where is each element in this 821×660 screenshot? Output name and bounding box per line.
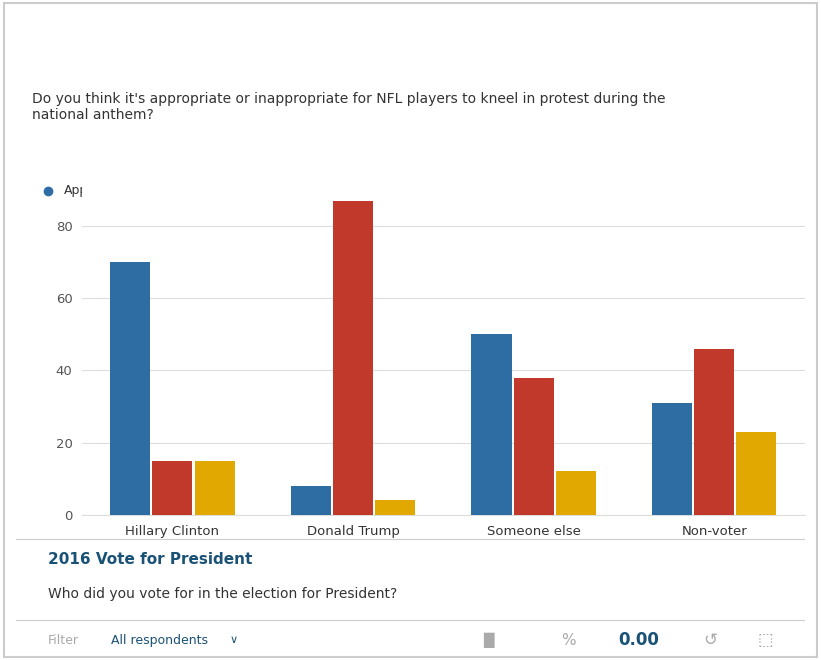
Text: By: By [759,20,784,39]
Text: Who did you vote for in the election for President?: Who did you vote for in the election for… [48,587,397,601]
Text: N=999: N=999 [737,238,781,250]
Bar [695,348,734,515]
Text: Not sure: Not sure [300,184,353,197]
Bar [333,201,373,515]
Bar [195,461,235,515]
Text: ∨: ∨ [704,20,716,39]
Text: ∨: ∨ [229,635,237,645]
Text: Filter: Filter [48,634,79,647]
Bar [291,486,331,515]
Text: Appropriate: Appropriate [64,184,137,197]
Bar [556,471,596,515]
Bar [471,334,511,515]
Text: ↺: ↺ [703,631,717,649]
Text: %: % [561,633,576,647]
Text: Do you think it's appropriate or inappropriate for NFL players to kneel in prote: Do you think it's appropriate or inappro… [32,92,666,122]
Bar [153,461,192,515]
Text: Inappropriate: Inappropriate [174,184,259,197]
Text: ▐▌: ▐▌ [478,632,501,648]
Bar [375,500,415,515]
Text: Appropriate protest: Appropriate protest [25,20,216,39]
Text: 0.00: 0.00 [619,631,659,649]
Bar [652,403,692,515]
Bar [514,378,553,515]
Bar [736,432,777,515]
Text: ⬚: ⬚ [757,631,773,649]
Bar [110,262,150,515]
Text: All respondents: All respondents [111,634,208,647]
Text: 2016 Vote for President: 2016 Vote for President [48,552,252,567]
